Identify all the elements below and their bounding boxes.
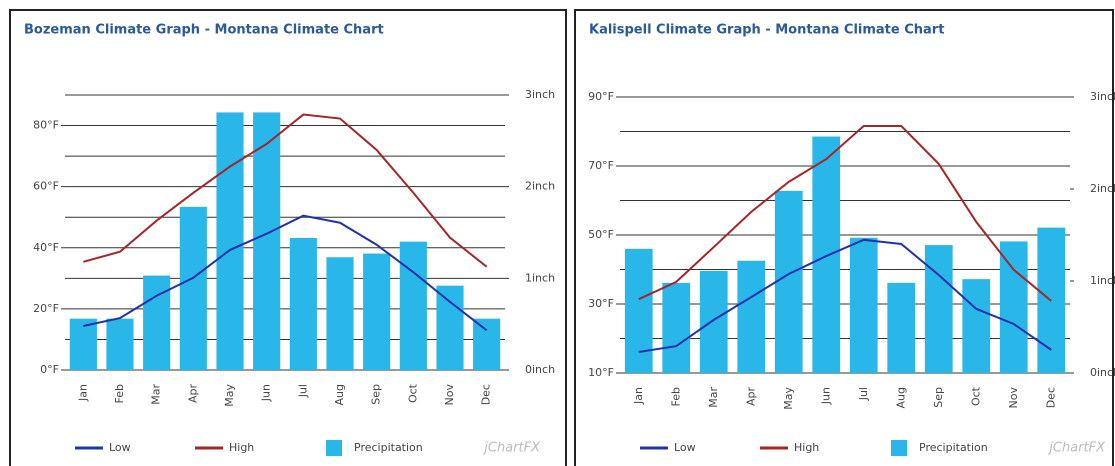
legend-label: Precipitation (919, 441, 988, 454)
bar (106, 318, 134, 370)
y-tick-label: 0°F (40, 363, 59, 376)
x-tick-label: Jul (857, 387, 870, 401)
x-tick-label: Feb (113, 384, 126, 403)
y2-tick-label: 0inch (1090, 366, 1115, 379)
bar (289, 238, 317, 370)
x-tick-label: Nov (443, 384, 456, 406)
y2-tick-label: 2inch (1090, 182, 1115, 195)
legend-label: Precipitation (354, 441, 423, 454)
chart-title: Kalispell Climate Graph - Montana Climat… (589, 23, 944, 38)
x-tick-label: Jan (76, 384, 89, 402)
y2-tick-label: 2inch (525, 180, 555, 193)
bar (143, 275, 171, 370)
watermark: jChartFX (1047, 441, 1106, 456)
bar (216, 112, 244, 371)
bar (363, 253, 391, 370)
x-tick-label: May (782, 387, 795, 410)
legend-label: High (794, 441, 819, 454)
bar (624, 248, 653, 373)
y-tick-label: 20°F (33, 302, 59, 315)
x-tick-label: Sep (932, 387, 945, 408)
x-tick-label: Aug (333, 384, 346, 405)
x-tick-label: Apr (744, 387, 757, 407)
y-tick-label: 70°F (588, 159, 614, 172)
line (638, 124, 1052, 302)
y-tick-label: 80°F (33, 119, 59, 132)
x-tick-label: Dec (480, 384, 493, 405)
bar (812, 136, 841, 373)
x-tick-label: Jul (296, 384, 309, 398)
bar (399, 241, 427, 370)
panel-border (9, 9, 567, 466)
legend-label: High (229, 441, 254, 454)
y2-tick-label: 3inch (1090, 90, 1115, 103)
y-tick-label: 50°F (588, 228, 614, 241)
x-tick-label: Oct (406, 383, 419, 403)
bar (436, 285, 464, 370)
panel-border (574, 9, 1114, 466)
x-tick-label: Nov (1007, 387, 1020, 409)
legend-swatch (891, 440, 907, 456)
line (83, 214, 488, 332)
line (638, 238, 1052, 353)
x-tick-label: Oct (969, 386, 982, 406)
y-tick-label: 90°F (588, 90, 614, 103)
x-tick-label: Jun (819, 387, 832, 405)
bar (737, 260, 766, 373)
y2-tick-label: 3inch (525, 88, 555, 101)
legend-swatch (326, 440, 342, 456)
y2-tick-label: 1inch (1090, 274, 1115, 287)
y-tick-label: 30°F (588, 297, 614, 310)
x-tick-label: Dec (1044, 387, 1057, 408)
chart-title: Bozeman Climate Graph - Montana Climate … (24, 23, 384, 38)
y-tick-label: 60°F (33, 180, 59, 193)
x-tick-label: Jun (260, 384, 273, 402)
x-tick-label: Feb (669, 387, 682, 406)
bar (326, 257, 354, 370)
bar (887, 282, 916, 373)
legend-label: Low (674, 441, 696, 454)
x-tick-label: Mar (150, 384, 163, 405)
bar (999, 241, 1028, 373)
x-tick-label: Apr (186, 384, 199, 404)
bar (924, 245, 953, 373)
x-tick-label: Mar (707, 387, 720, 408)
y2-tick-label: 0inch (525, 363, 555, 376)
y-tick-label: 40°F (33, 241, 59, 254)
y-tick-label: 10°F (588, 366, 614, 379)
legend-label: Low (109, 441, 131, 454)
y2-tick-label: 1inch (525, 271, 555, 284)
bar (962, 279, 991, 373)
bar (253, 112, 281, 371)
bar (774, 190, 803, 373)
watermark: jChartFX (482, 441, 541, 456)
x-tick-label: Jan (632, 387, 645, 405)
x-tick-label: May (223, 384, 236, 407)
bar (69, 318, 97, 370)
bar (473, 318, 501, 370)
x-tick-label: Aug (894, 387, 907, 408)
bar (699, 270, 728, 373)
line (83, 113, 488, 268)
bar (849, 237, 878, 373)
x-tick-label: Sep (370, 384, 383, 405)
bar (179, 206, 207, 370)
bar (662, 282, 691, 373)
